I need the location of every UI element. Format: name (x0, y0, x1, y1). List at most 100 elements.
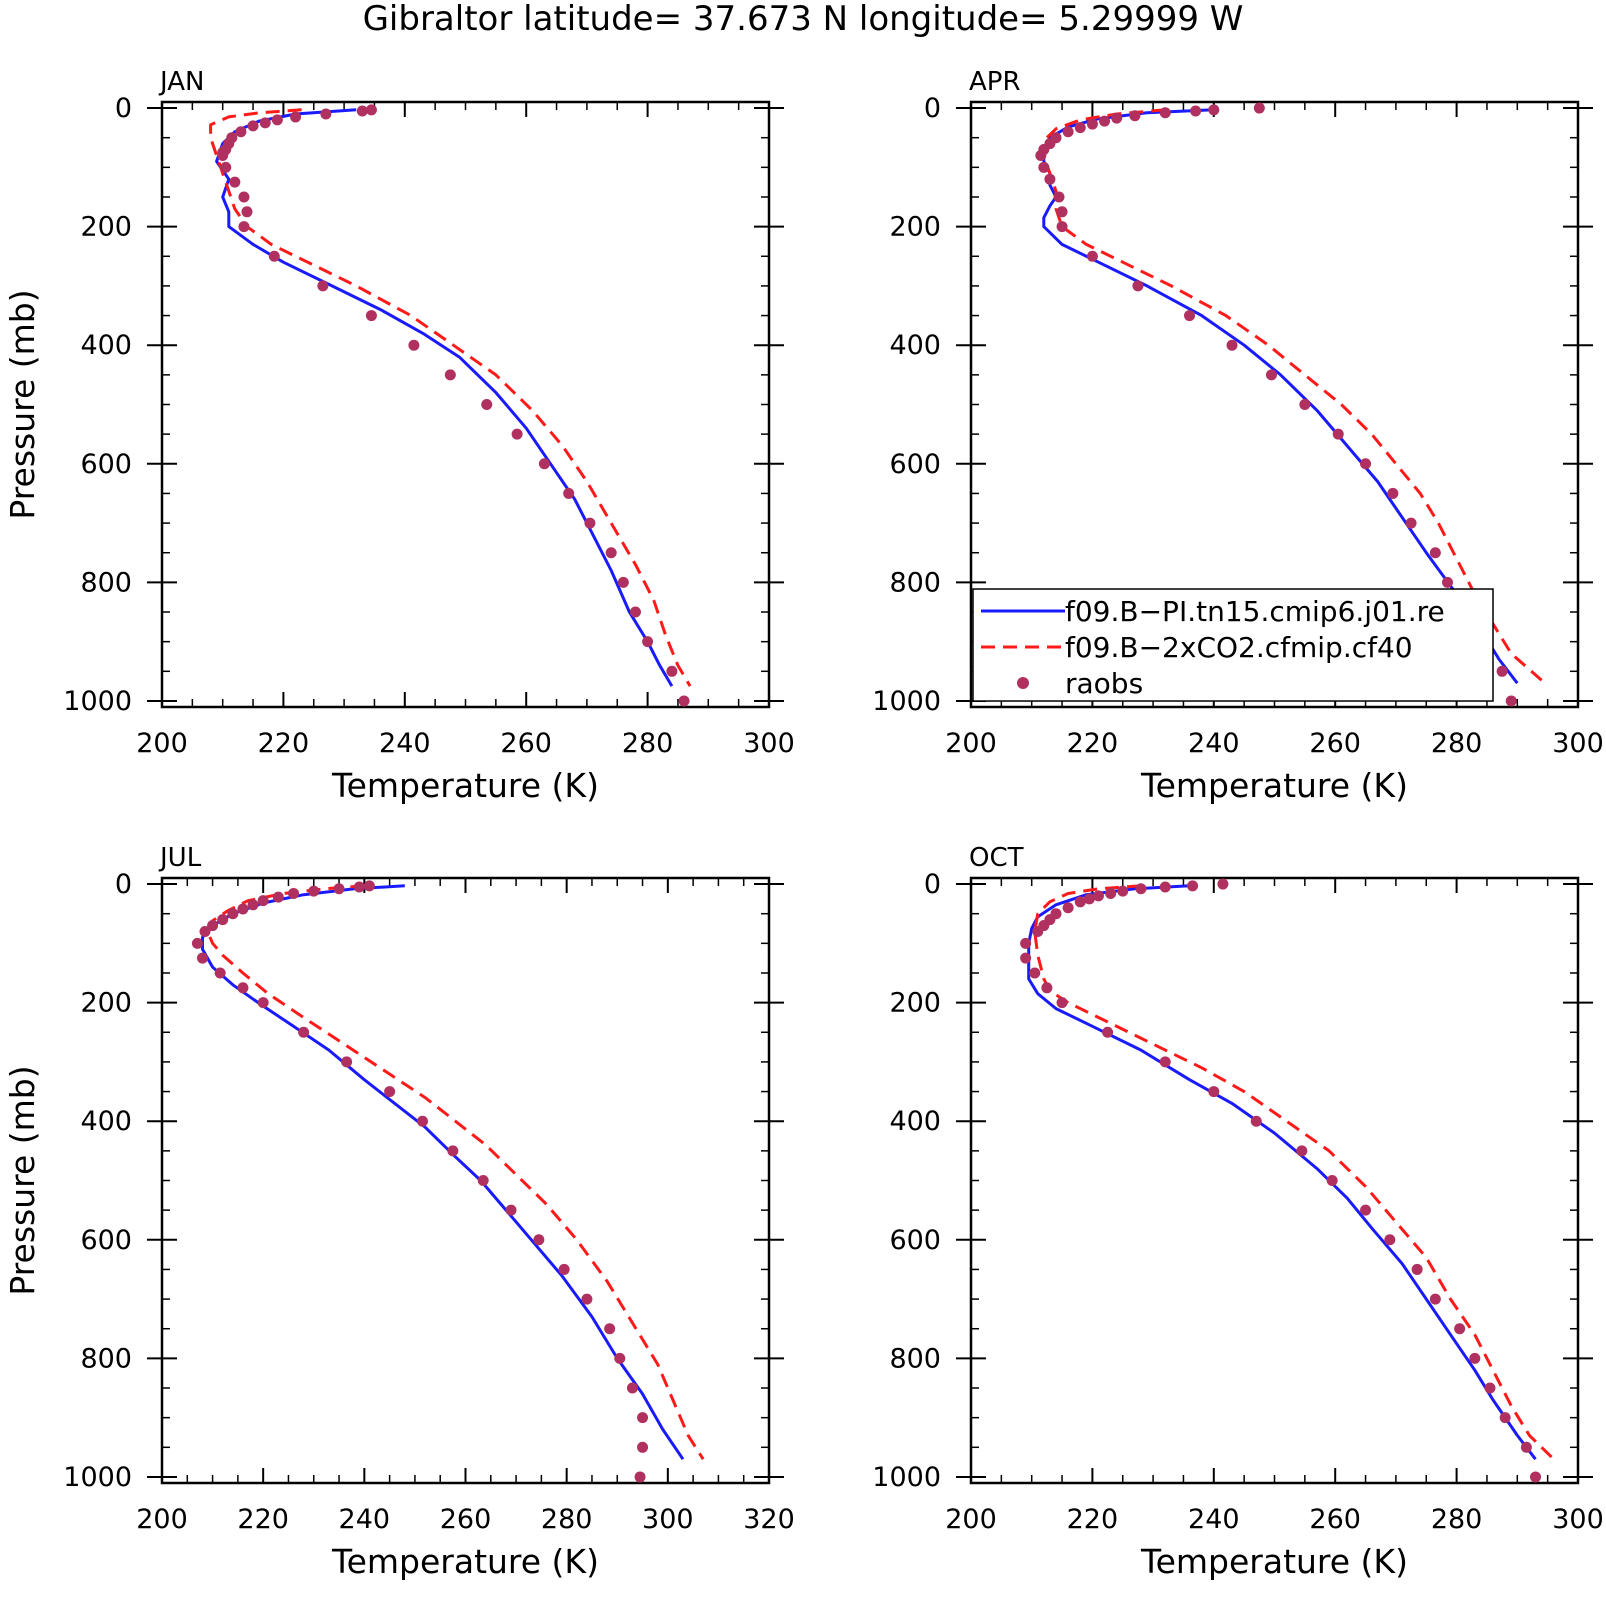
obs-point (268, 250, 280, 262)
obs-point (447, 1145, 459, 1157)
x-tick-label: 240 (339, 1504, 391, 1535)
x-tick-label: 260 (500, 728, 552, 759)
obs-point (1429, 1293, 1441, 1305)
obs-point (1190, 105, 1202, 117)
y-tick-label: 400 (889, 1106, 941, 1137)
x-tick-label: 300 (642, 1504, 694, 1535)
panel-jul: 200 220 240 260 280 300 320 0 200 400 600 800 1000 JU… (3, 843, 795, 1581)
obs-point (1062, 126, 1074, 138)
y-tick-label: 600 (889, 449, 941, 480)
y-tick-label: 800 (80, 1343, 132, 1374)
y-tick-label: 1000 (63, 686, 132, 717)
series-raobs (1020, 878, 1542, 1483)
obs-point (1132, 280, 1144, 292)
y-tick-label: 200 (80, 212, 132, 243)
obs-point (1387, 487, 1399, 499)
obs-point (1086, 250, 1098, 262)
y-tick-label: 800 (889, 567, 941, 598)
obs-point (637, 1412, 649, 1424)
obs-point (257, 997, 269, 1009)
obs-point (1032, 925, 1044, 937)
obs-point (235, 126, 247, 138)
obs-point (1265, 369, 1277, 381)
obs-point (1411, 1263, 1423, 1275)
obs-point (581, 1293, 593, 1305)
obs-point (272, 891, 284, 903)
obs-point (444, 369, 456, 381)
obs-point (290, 111, 302, 123)
obs-point (558, 1263, 570, 1275)
obs-point (1469, 1352, 1481, 1364)
x-axis-title: Temperature (K) (1140, 1542, 1408, 1581)
x-tick-label: 220 (1067, 728, 1119, 759)
plot-frame (160, 876, 771, 1485)
obs-point (417, 1115, 429, 1127)
x-tick-label: 260 (1309, 1504, 1361, 1535)
obs-point (308, 885, 320, 897)
obs-point (1441, 576, 1453, 588)
obs-point (1332, 428, 1344, 440)
y-tick-label: 800 (80, 567, 132, 598)
obs-point (191, 937, 203, 949)
obs-point (1360, 1204, 1372, 1216)
obs-point (1226, 339, 1238, 351)
y-tick-label: 400 (80, 1106, 132, 1137)
obs-point (238, 191, 250, 203)
x-tick-label: 200 (945, 1504, 997, 1535)
obs-point (229, 176, 241, 188)
obs-point (637, 1441, 649, 1453)
y-tick-label: 1000 (872, 686, 941, 717)
obs-point (1530, 1471, 1542, 1483)
x-tick-label: 280 (1431, 728, 1483, 759)
panel-label: OCT (969, 843, 1024, 873)
obs-point (1454, 1323, 1466, 1335)
series-line-pi (1027, 884, 1537, 1461)
obs-point (384, 1086, 396, 1098)
series-raobs (191, 880, 649, 1483)
obs-point (247, 120, 259, 132)
x-tick-label: 260 (440, 1504, 492, 1535)
legend-label: raobs (1065, 667, 1143, 700)
y-tick-label: 400 (889, 330, 941, 361)
obs-point (634, 1471, 646, 1483)
obs-point (1496, 665, 1508, 677)
obs-point (563, 487, 575, 499)
obs-point (1074, 122, 1086, 134)
series-line-2xco2 (206, 884, 705, 1461)
obs-point (1505, 695, 1517, 707)
panel-jan: 200 220 240 260 280 300 0 200 400 600 800 1000 JAN Te… (3, 67, 795, 805)
obs-point (1520, 1441, 1532, 1453)
legend-marker (1017, 677, 1029, 690)
obs-point (196, 952, 208, 964)
y-tick-label: 600 (80, 1225, 132, 1256)
obs-point (604, 1323, 616, 1335)
panels: 200 220 240 260 280 300 0 200 400 600 800 1000 JAN Te… (3, 67, 1604, 1581)
x-tick-label: 280 (1431, 1504, 1483, 1535)
obs-point (1184, 310, 1196, 322)
obs-point (1159, 1056, 1171, 1068)
obs-point (617, 576, 629, 588)
obs-point (1159, 107, 1171, 119)
x-tick-label: 280 (541, 1504, 593, 1535)
obs-point (626, 1382, 638, 1394)
panel-label: APR (969, 67, 1021, 97)
x-tick-label: 300 (1552, 1504, 1604, 1535)
obs-point (1217, 878, 1229, 890)
obs-point (1208, 1086, 1220, 1098)
y-tick-label: 200 (80, 988, 132, 1019)
obs-point (199, 925, 211, 937)
obs-point (1117, 885, 1129, 897)
y-tick-label: 400 (80, 330, 132, 361)
obs-point (363, 880, 375, 892)
x-tick-label: 220 (258, 728, 310, 759)
x-tick-label: 320 (743, 1504, 795, 1535)
obs-point (1086, 118, 1098, 130)
y-tick-label: 600 (889, 1225, 941, 1256)
y-tick-label: 0 (924, 93, 941, 124)
y-tick-label: 0 (115, 869, 132, 900)
x-tick-label: 300 (1552, 728, 1604, 759)
x-tick-label: 200 (136, 728, 188, 759)
obs-point (1056, 221, 1068, 233)
obs-point (1029, 967, 1041, 979)
